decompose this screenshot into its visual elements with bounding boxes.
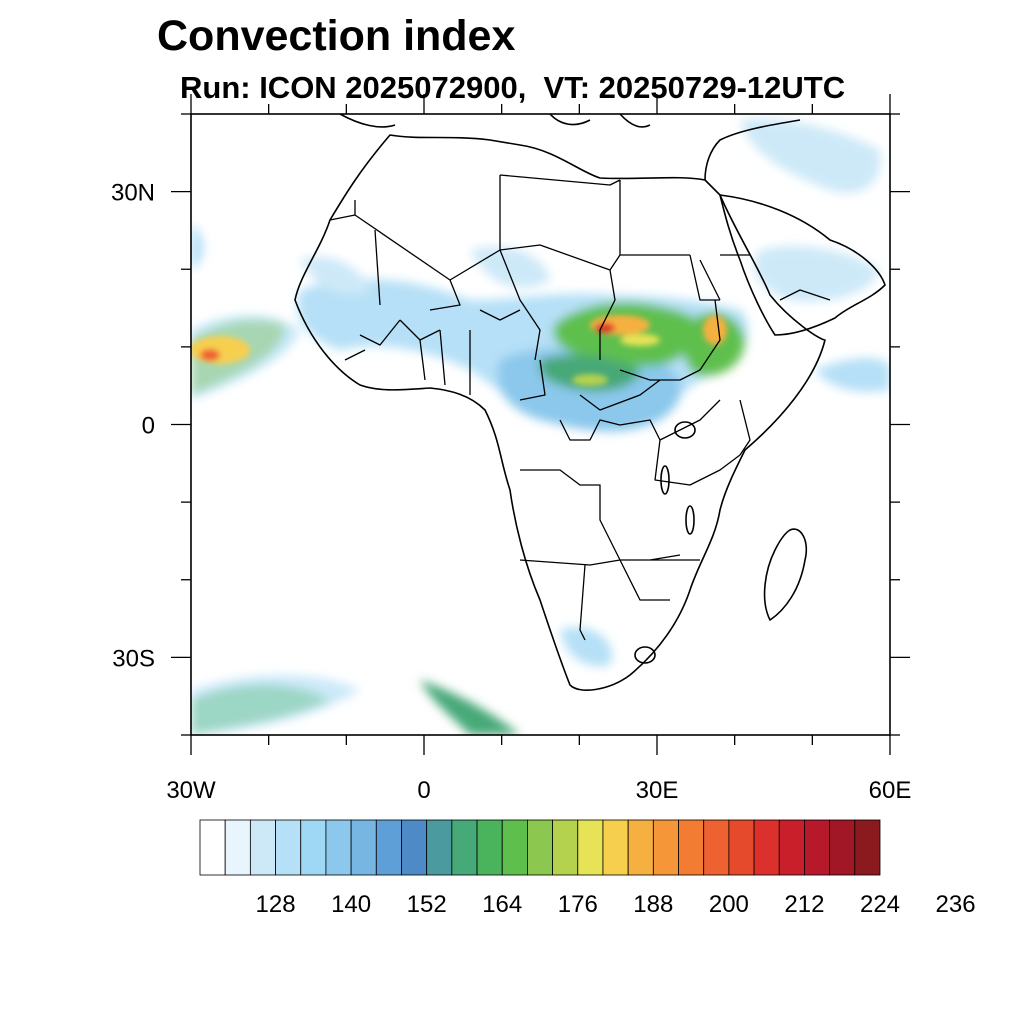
colorbar-label: 188	[633, 891, 673, 918]
field-west-sahara	[300, 256, 370, 295]
colorbar-swatch	[577, 819, 604, 876]
colorbar-swatch	[199, 819, 226, 876]
map-area	[191, 114, 890, 735]
arabia-coastline	[719, 194, 886, 336]
lake-tanganyika	[660, 465, 670, 495]
colorbar-label: 200	[709, 891, 749, 918]
colorbar-label: 140	[331, 891, 371, 918]
colorbar-swatch	[325, 819, 352, 876]
colorbar-swatch	[753, 819, 780, 876]
colorbar-label: 212	[784, 891, 824, 918]
colorbar: 128 140 152 164 176 188 200 212 224 236	[199, 819, 976, 918]
colorbar-swatch	[300, 819, 327, 876]
colorbar-swatch	[627, 819, 654, 876]
colorbar-swatch	[728, 819, 755, 876]
colorbar-label: 128	[256, 891, 296, 918]
levant-coastline	[704, 119, 801, 181]
colorbar-swatch	[401, 819, 428, 876]
colorbar-swatch	[854, 819, 881, 876]
lon-label: 0	[417, 777, 430, 804]
colorbar-swatch	[703, 819, 730, 876]
field-hotspot-atlantic-core	[200, 349, 220, 361]
colorbar-swatch	[678, 819, 705, 876]
lon-label: 30E	[636, 777, 679, 804]
lesotho-border	[634, 646, 656, 664]
lake-malawi	[685, 505, 695, 535]
colorbar-swatch	[375, 819, 402, 876]
field-arabian-sea	[815, 358, 890, 392]
field-agulhas	[420, 680, 520, 735]
colorbar-label: 164	[482, 891, 522, 918]
colorbar-swatch	[426, 819, 453, 876]
colorbar-swatch	[602, 819, 629, 876]
colorbar-swatch	[476, 819, 503, 876]
colorbar-swatch	[552, 819, 579, 876]
field-west-atlantic	[191, 225, 204, 270]
lon-label: 60E	[869, 777, 912, 804]
colorbar-swatch	[527, 819, 553, 876]
colorbar-swatch	[778, 819, 805, 876]
colorbar-label: 224	[860, 891, 900, 918]
coastlines-borders	[294, 114, 886, 691]
field-south-africa	[560, 627, 612, 667]
europe-coastline	[339, 114, 651, 128]
plot-title: Convection index	[157, 12, 516, 60]
colorbar-swatch	[829, 819, 856, 876]
africa-coastline	[294, 134, 826, 691]
colorbar-swatch	[804, 819, 831, 876]
field-hotspot-cameroon	[572, 374, 608, 386]
madagascar-coastline	[763, 528, 808, 621]
colorbar-swatch	[224, 819, 251, 876]
lat-label: 30N	[111, 180, 155, 207]
lake-victoria	[674, 421, 696, 439]
field-arabia	[754, 246, 880, 302]
colorbar-swatch	[249, 819, 276, 876]
field-sahara-central	[470, 246, 550, 288]
convection-field	[191, 119, 890, 735]
plot-subtitle: Run: ICON 2025072900, VT: 20250729-12UTC	[180, 70, 846, 105]
colorbar-label: 176	[558, 891, 598, 918]
colorbar-swatch	[652, 819, 679, 876]
field-hotspot-ethiopia	[703, 315, 727, 345]
field-chad-green	[539, 354, 640, 392]
field-hotspot-sudan-core	[595, 323, 615, 333]
country-borders	[329, 174, 831, 641]
field-levant	[740, 119, 881, 194]
field-hotspot-darfur	[620, 334, 660, 346]
lat-label: 30S	[112, 645, 155, 672]
lat-label: 0	[142, 413, 155, 440]
lon-label: 30W	[166, 777, 216, 804]
colorbar-label: 152	[407, 891, 447, 918]
field-south-atlantic-light	[191, 675, 360, 735]
axes: 30N 0 30S 30W 0 30E 60E	[111, 94, 911, 804]
colorbar-swatch	[451, 819, 478, 876]
colorbar-swatch	[501, 819, 528, 876]
colorbar-swatch	[350, 819, 377, 876]
colorbar-swatch	[275, 819, 302, 876]
field-hotspot-atlantic	[191, 336, 250, 364]
colorbar-label: 236	[936, 891, 976, 918]
